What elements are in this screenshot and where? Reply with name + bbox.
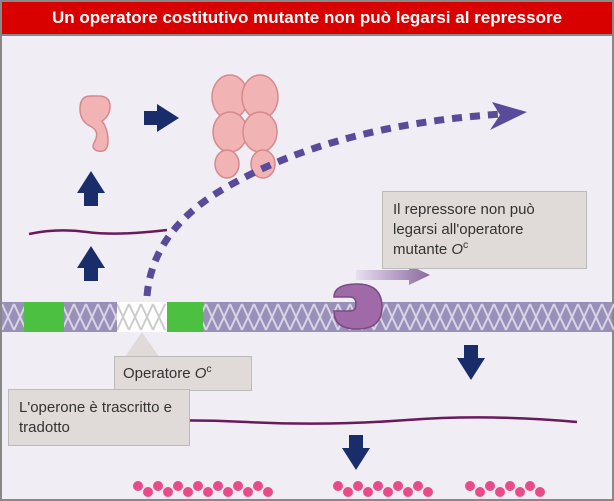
protein-chain-3 — [464, 478, 564, 500]
arrow-up-2 — [77, 171, 105, 193]
arrow-down-2 — [342, 448, 370, 470]
diagram-title: Un operatore costitutivo mutante non può… — [2, 2, 612, 36]
arrow-down-1 — [457, 358, 485, 380]
repressor-note-sym: O — [451, 241, 463, 258]
operator-label-text: Operatore — [123, 365, 195, 382]
repressor-note-box: Il repressore non può legarsi all'operat… — [382, 191, 587, 269]
arrow-up-1 — [77, 246, 105, 268]
protein-chain-2 — [332, 478, 452, 500]
transcribed-box: L'operone è trascritto e tradotto — [8, 389, 190, 446]
diagram-container: Un operatore costitutivo mutante non può… — [0, 0, 614, 501]
transcribed-text: L'operone è trascritto e tradotto — [19, 399, 172, 436]
dna-segment-green-1 — [24, 302, 64, 332]
operator-sym: O — [195, 365, 207, 382]
diagram-canvas: Il repressore non può legarsi all'operat… — [2, 36, 612, 497]
repressor-note-sup: c — [463, 239, 468, 251]
repressor-monomer — [70, 91, 125, 161]
rna-polymerase — [322, 279, 392, 334]
operator-label-box: Operatore Oc — [114, 356, 252, 391]
operator-sup: c — [206, 363, 211, 375]
protein-chain-1 — [132, 478, 302, 500]
operator-pointer — [124, 332, 160, 358]
